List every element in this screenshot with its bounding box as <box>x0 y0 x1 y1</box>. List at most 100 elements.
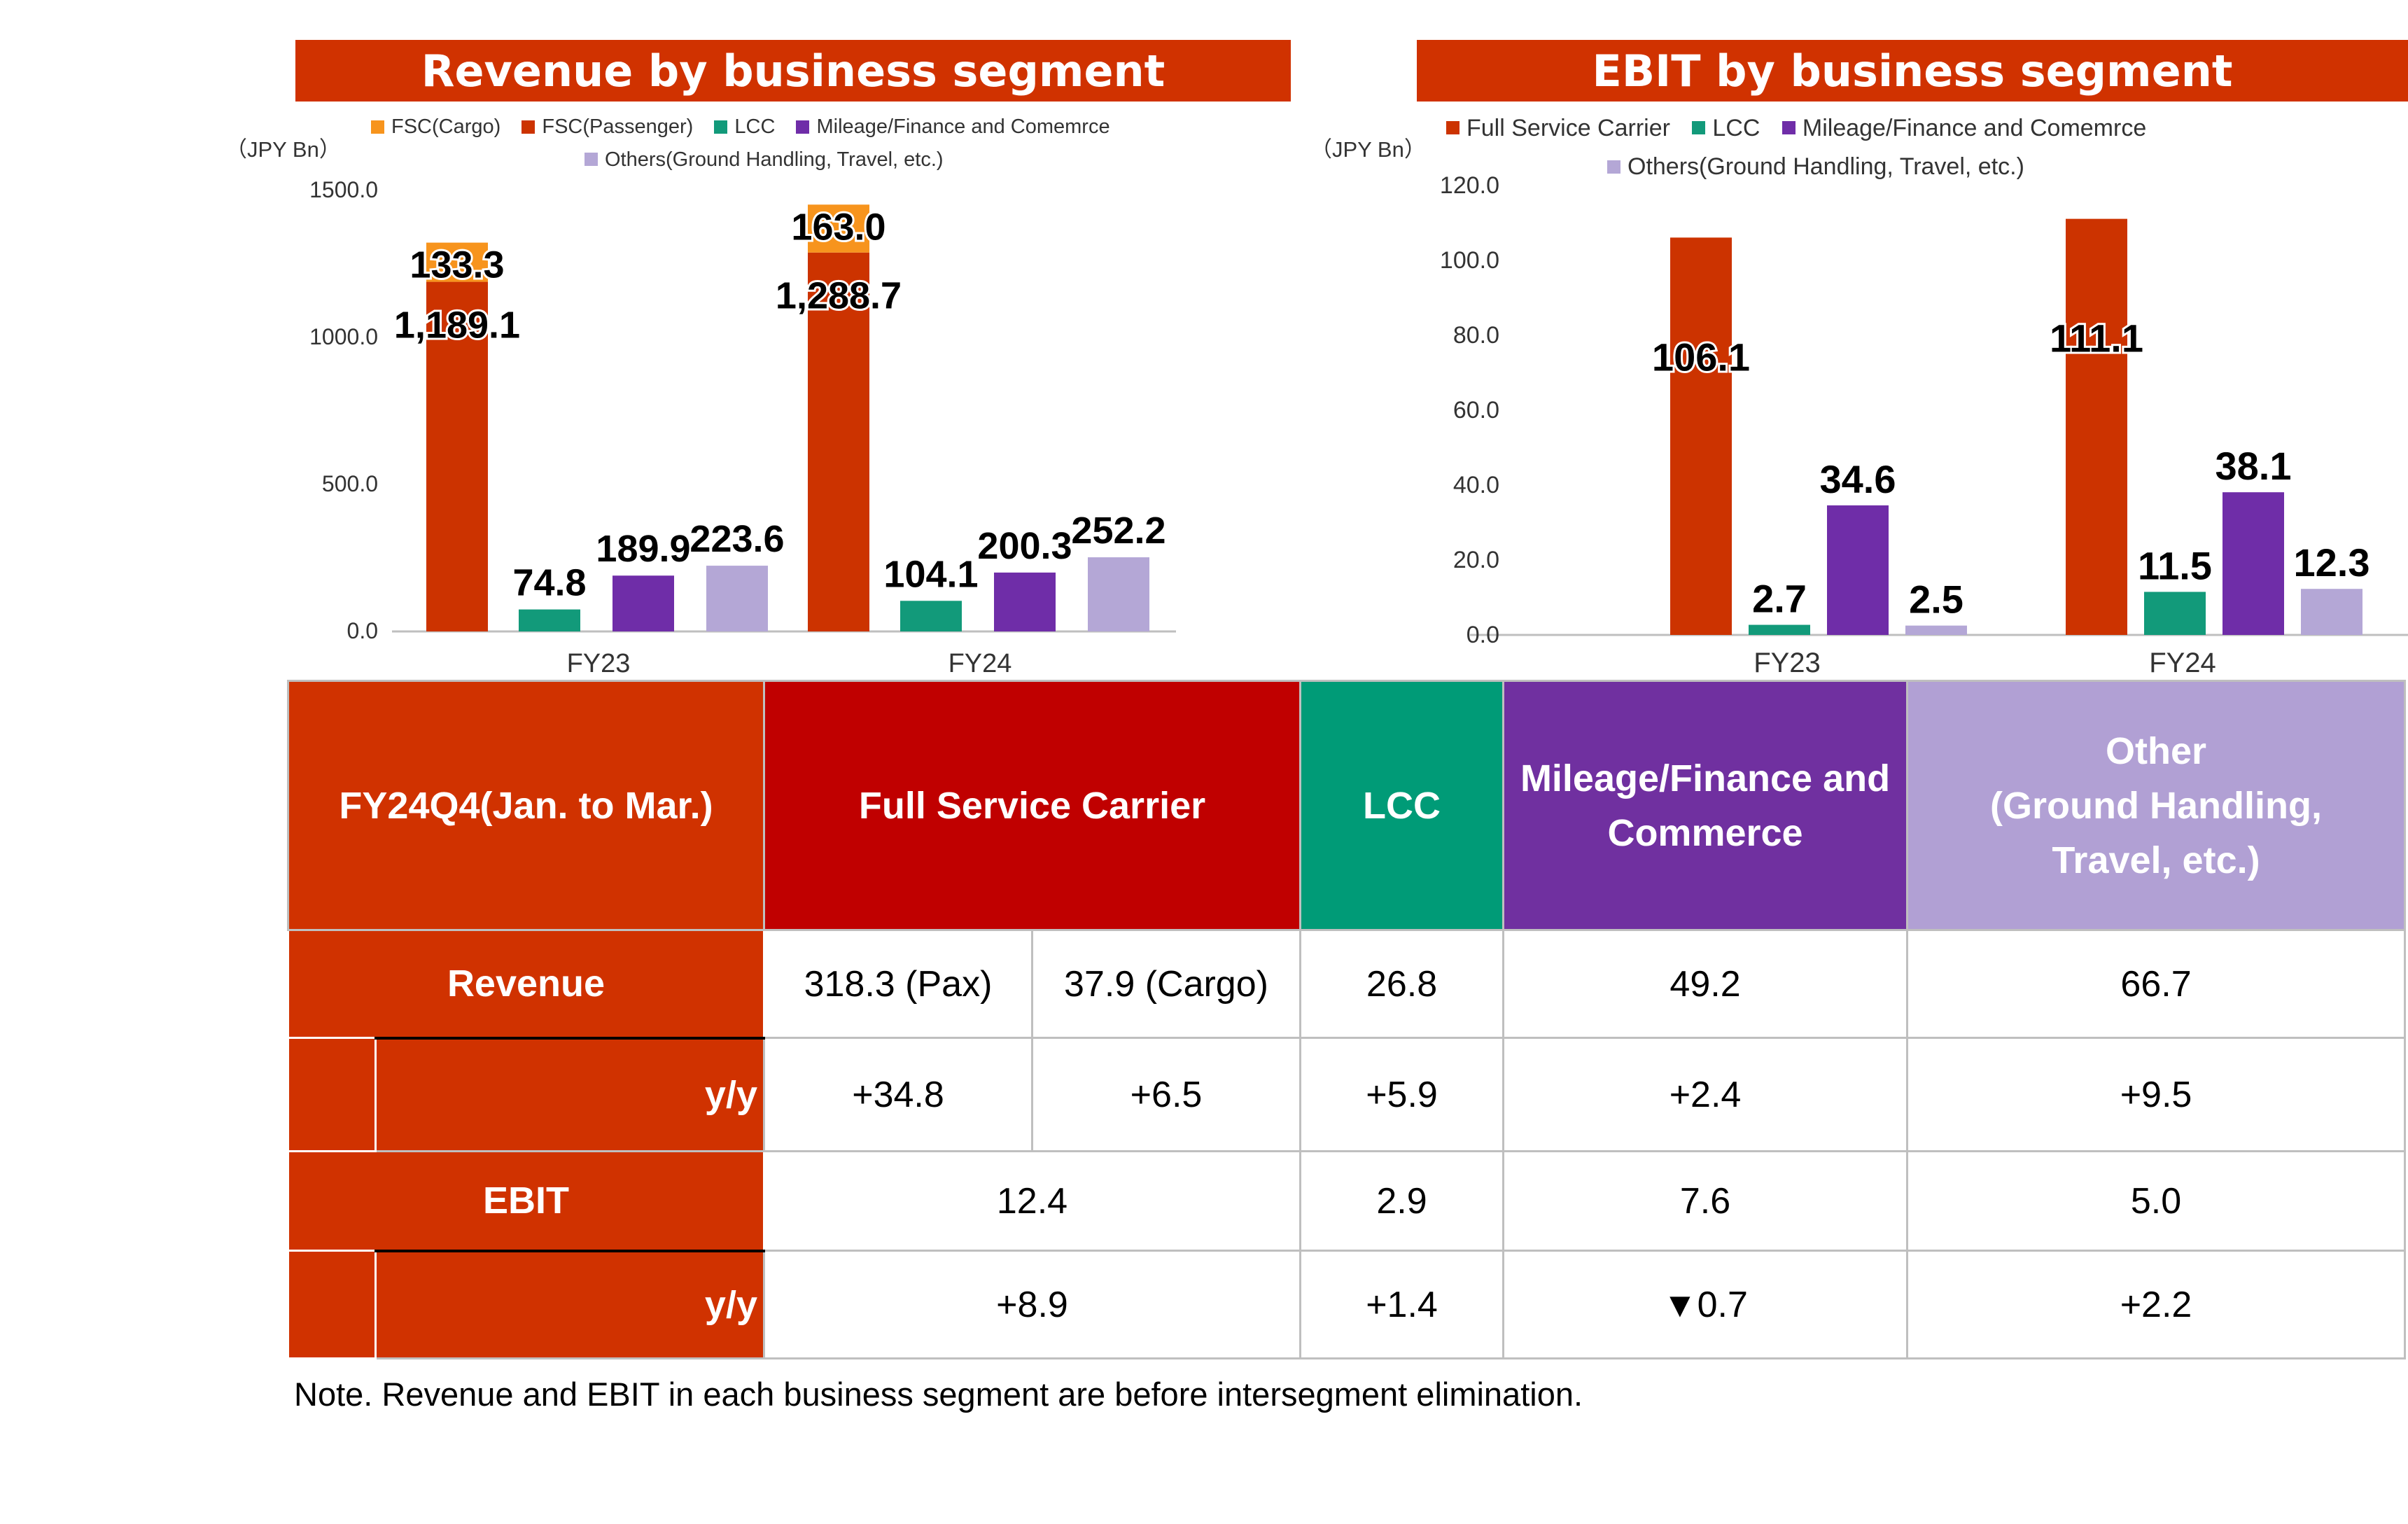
bar-lcc <box>2144 592 2206 635</box>
revenue-unit-label: （JPY Bn） <box>225 137 341 162</box>
table-corner-label: FY24Q4(Jan. to Mar.) <box>287 680 765 931</box>
bar-others <box>1088 557 1149 631</box>
cell-ebit-fsc: 12.4 <box>762 1150 1302 1252</box>
cell-revenue-cargo: 37.9 (Cargo) <box>1030 929 1302 1039</box>
row-spacer <box>287 1250 377 1359</box>
header-full-service-carrier: Full Service Carrier <box>762 680 1302 931</box>
data-label-fsc-passenger: 1,288.7 <box>776 275 902 317</box>
row-label-ebit: EBIT <box>287 1150 765 1252</box>
bar-lcc <box>519 609 580 631</box>
legend-item-mileage: Mileage/Finance and Comemrce <box>796 111 1110 143</box>
y-tick-label: 20.0 <box>1453 547 1499 573</box>
y-tick-label: 100.0 <box>1440 247 1499 274</box>
cell-revenue-mileage: 49.2 <box>1502 929 1909 1039</box>
data-label-fsc-passenger: 1,189.1 <box>394 305 520 347</box>
data-label: 2.5 <box>1909 578 1963 622</box>
bar-lcc <box>900 601 962 631</box>
row-label-ebit-yy: y/y <box>374 1249 765 1359</box>
decrease-triangle-icon: ▼ <box>1662 1285 1698 1324</box>
data-label: 106.1 <box>1652 335 1750 379</box>
bar-full <box>2066 218 2127 635</box>
footnote: Note. Revenue and EBIT in each business … <box>294 1376 1583 1413</box>
cell-revenue-other: 66.7 <box>1906 929 2407 1039</box>
x-tick-label: FY23 <box>1754 648 1821 678</box>
ebit-chart: 0.0 20.0 40.0 60.0 80.0 100.0 120.0 FY23 106.1 2.… <box>1440 172 2408 678</box>
row-spacer <box>287 1037 377 1152</box>
table-row-revenue: Revenue 318.3 (Pax) 37.9 (Cargo) 26.8 49… <box>287 929 2407 1039</box>
table-row-revenue-yy: y/y +34.8 +6.5 +5.9 +2.4 +9.5 <box>287 1036 2407 1152</box>
cell-ebit-yy-other: +2.2 <box>1906 1250 2407 1359</box>
data-label-fsc-cargo: 133.3 <box>410 244 504 286</box>
legend-item-mileage: Mileage/Finance and Comemrce <box>1782 109 2146 147</box>
data-label: 34.6 <box>1820 457 1896 501</box>
cell-ebit-yy-mileage: ▼0.7 <box>1502 1250 1909 1359</box>
header-mileage-finance-commerce: Mileage/Finance and Commerce <box>1502 680 1909 931</box>
bar-fsc-passenger <box>808 252 869 632</box>
x-tick-label: FY23 <box>567 649 631 678</box>
bar-mileage <box>612 575 674 631</box>
cell-revenue-yy-pax: +34.8 <box>763 1037 1033 1152</box>
cell-ebit-lcc: 2.9 <box>1299 1150 1505 1252</box>
table-row-ebit: EBIT 12.4 2.9 7.6 5.0 <box>287 1150 2407 1252</box>
row-label-revenue-yy: y/y <box>374 1036 765 1152</box>
bar-mileage <box>994 572 1056 631</box>
table-row-ebit-yy: y/y +8.9 +1.4 ▼0.7 +2.2 <box>287 1249 2407 1359</box>
bar-fsc-cargo <box>808 204 869 253</box>
y-tick-label: 80.0 <box>1453 322 1499 349</box>
legend-item-fsc-cargo: FSC(Cargo) <box>371 111 500 143</box>
cell-revenue-yy-cargo: +6.5 <box>1030 1037 1302 1152</box>
data-label: 38.1 <box>2216 444 2292 488</box>
y-tick-label: 500.0 <box>322 471 378 496</box>
data-label: 200.3 <box>977 525 1072 567</box>
cell-revenue-yy-mileage: +2.4 <box>1502 1037 1909 1152</box>
legend-item-others: Others(Ground Handling, Travel, etc.) <box>584 144 944 176</box>
y-tick-label: 1500.0 <box>309 177 378 202</box>
data-label: 11.5 <box>2138 543 2212 587</box>
legend-item-fsc-passenger: FSC(Passenger) <box>522 111 693 143</box>
bar-mileage <box>2222 492 2284 635</box>
data-label: 223.6 <box>690 518 784 560</box>
header-other: Other (Ground Handling, Travel, etc.) <box>1906 680 2407 931</box>
y-tick-label: 40.0 <box>1453 472 1499 498</box>
y-tick-label: 0.0 <box>347 618 378 643</box>
table-header-row: FY24Q4(Jan. to Mar.) Full Service Carrie… <box>287 680 2407 931</box>
legend-item-full-service-carrier: Full Service Carrier <box>1446 109 1670 147</box>
cell-revenue-lcc: 26.8 <box>1299 929 1505 1039</box>
bar-mileage <box>1827 505 1889 635</box>
bar-full <box>1670 237 1732 635</box>
bar-lcc <box>1749 624 1810 635</box>
data-label: 111.1 <box>2050 316 2143 361</box>
revenue-legend: FSC(Cargo) FSC(Passenger) LCC Mileage/Fi… <box>371 111 1126 176</box>
bar-others <box>2301 589 2362 635</box>
cell-ebit-yy-lcc: +1.4 <box>1299 1250 1505 1359</box>
bar-others <box>706 566 768 631</box>
segment-summary-table: FY24Q4(Jan. to Mar.) Full Service Carrie… <box>287 680 2407 1359</box>
data-label: 189.9 <box>596 528 690 570</box>
x-tick-label: FY24 <box>2149 648 2216 678</box>
data-label: 74.8 <box>512 562 586 604</box>
bar-others <box>1905 625 1967 635</box>
data-label: 12.3 <box>2294 540 2370 585</box>
y-tick-label: 1000.0 <box>309 324 378 349</box>
cell-revenue-yy-other: +9.5 <box>1906 1037 2407 1152</box>
header-lcc: LCC <box>1299 680 1505 931</box>
ebit-chart-title: EBIT by business segment <box>1417 40 2408 102</box>
bar-fsc-cargo <box>426 242 488 282</box>
cell-revenue-yy-lcc: +5.9 <box>1299 1037 1505 1152</box>
x-tick-label: FY24 <box>948 649 1012 678</box>
data-label: 252.2 <box>1071 510 1166 552</box>
y-tick-label: 120.0 <box>1440 172 1499 199</box>
row-label-revenue: Revenue <box>287 929 765 1039</box>
cell-ebit-yy-fsc: +8.9 <box>762 1250 1302 1359</box>
data-label: 2.7 <box>1752 577 1807 621</box>
legend-item-lcc: LCC <box>714 111 775 143</box>
revenue-chart: 0.0 500.0 1000.0 1500.0 FY23 1,189.1 133.3 74.8… <box>309 177 1176 678</box>
ebit-unit-label: （JPY Bn） <box>1310 137 1426 162</box>
cell-ebit-mileage: 7.6 <box>1502 1150 1909 1252</box>
data-label-fsc-cargo: 163.0 <box>791 206 886 248</box>
cell-ebit-other: 5.0 <box>1906 1150 2407 1252</box>
bar-fsc-passenger <box>426 281 488 631</box>
y-tick-label: 60.0 <box>1453 397 1499 424</box>
cell-revenue-pax: 318.3 (Pax) <box>763 929 1033 1039</box>
data-label: 104.1 <box>883 553 978 595</box>
